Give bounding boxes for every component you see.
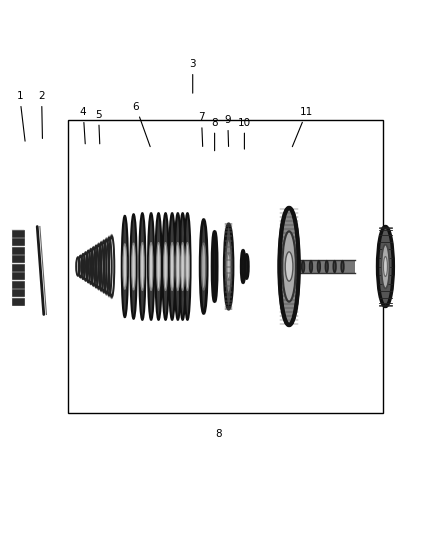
Ellipse shape	[180, 213, 186, 320]
Bar	[12, 247, 24, 254]
Bar	[12, 281, 24, 288]
Text: 1: 1	[16, 91, 25, 141]
Text: 2: 2	[38, 91, 45, 139]
Text: 4: 4	[80, 107, 87, 144]
Ellipse shape	[155, 213, 162, 320]
Ellipse shape	[224, 224, 233, 309]
Ellipse shape	[132, 243, 135, 290]
Bar	[12, 289, 24, 296]
Ellipse shape	[378, 227, 393, 306]
Ellipse shape	[212, 232, 217, 301]
Bar	[12, 272, 24, 279]
Text: 9: 9	[224, 115, 231, 147]
Ellipse shape	[148, 213, 154, 320]
Ellipse shape	[200, 220, 207, 313]
Ellipse shape	[175, 213, 181, 320]
Ellipse shape	[279, 208, 299, 325]
Bar	[12, 264, 24, 271]
Ellipse shape	[176, 243, 180, 290]
Ellipse shape	[227, 254, 230, 279]
Ellipse shape	[186, 243, 189, 290]
Text: 10: 10	[238, 118, 251, 149]
Ellipse shape	[384, 256, 387, 277]
Ellipse shape	[164, 243, 167, 290]
Ellipse shape	[123, 244, 127, 289]
Ellipse shape	[169, 213, 175, 320]
Ellipse shape	[318, 261, 320, 272]
Text: 7: 7	[198, 112, 205, 147]
Ellipse shape	[241, 251, 245, 282]
Text: 5: 5	[95, 110, 102, 144]
Ellipse shape	[131, 214, 137, 319]
Bar	[12, 238, 24, 245]
Text: 8: 8	[215, 430, 223, 439]
Ellipse shape	[162, 213, 169, 320]
Bar	[12, 230, 24, 237]
Ellipse shape	[245, 255, 248, 279]
Text: 6: 6	[132, 102, 150, 147]
Bar	[12, 255, 24, 262]
Ellipse shape	[310, 261, 312, 272]
Ellipse shape	[149, 243, 153, 290]
Ellipse shape	[181, 243, 184, 290]
Ellipse shape	[122, 216, 128, 317]
Ellipse shape	[170, 243, 174, 290]
Text: 3: 3	[189, 59, 196, 93]
Ellipse shape	[285, 252, 293, 281]
Ellipse shape	[283, 231, 296, 302]
Text: 11: 11	[292, 107, 313, 147]
Ellipse shape	[302, 261, 304, 272]
Ellipse shape	[226, 239, 232, 294]
Ellipse shape	[184, 213, 191, 320]
Bar	[299, 260, 355, 273]
Ellipse shape	[141, 243, 144, 290]
Ellipse shape	[381, 245, 389, 288]
Text: 8: 8	[211, 118, 218, 151]
Ellipse shape	[325, 261, 328, 272]
Ellipse shape	[139, 213, 145, 320]
Ellipse shape	[341, 261, 344, 272]
Ellipse shape	[157, 243, 160, 290]
Ellipse shape	[201, 243, 206, 290]
Ellipse shape	[333, 261, 336, 272]
Bar	[68, 120, 383, 413]
Bar	[12, 298, 24, 305]
